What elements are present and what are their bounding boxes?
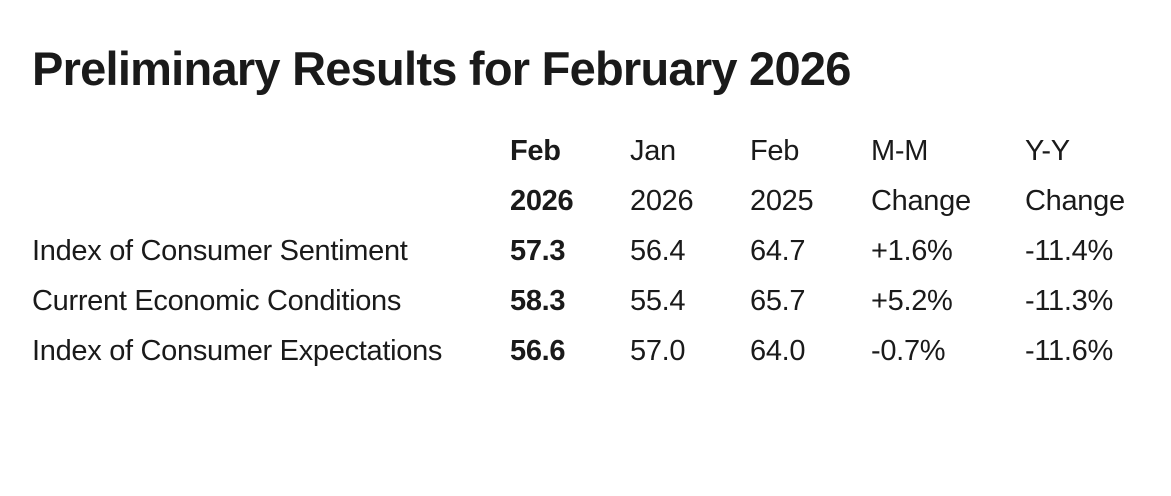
- table-row: Index of Consumer Sentiment 57.3 56.4 64…: [32, 226, 1162, 276]
- row-label-economic-conditions: Current Economic Conditions: [32, 285, 402, 317]
- cell-expectations-feb-2026: 56.6: [510, 335, 566, 367]
- header-col-mm-change-line1: M-M: [871, 135, 929, 167]
- cell-sentiment-mm-change: +1.6%: [871, 235, 953, 267]
- cell-expectations-mm-change: -0.7%: [871, 335, 946, 367]
- header-col-jan-2026-line2: 2026: [630, 185, 694, 217]
- cell-expectations-yy-change: -11.6%: [1025, 335, 1113, 367]
- table-row: Index of Consumer Expectations 56.6 57.0…: [32, 326, 1162, 376]
- cell-conditions-feb-2026: 58.3: [510, 285, 566, 317]
- page-title: Preliminary Results for February 2026: [32, 42, 851, 95]
- header-col-yy-change-line2: Change: [1025, 185, 1125, 217]
- row-label-consumer-sentiment: Index of Consumer Sentiment: [32, 235, 408, 267]
- header-col-mm-change-line2: Change: [871, 185, 971, 217]
- header-label-spacer: [32, 126, 510, 176]
- cell-expectations-feb-2025: 64.0: [750, 335, 806, 367]
- cell-conditions-jan-2026: 55.4: [630, 285, 686, 317]
- header-col-feb-2025-line1: Feb: [750, 135, 800, 167]
- header-label-spacer: [32, 176, 510, 226]
- cell-sentiment-feb-2025: 64.7: [750, 235, 806, 267]
- table-header-row-1: Feb Jan Feb M-M Y-Y: [32, 126, 1162, 176]
- header-col-feb-2026-line1: Feb: [510, 135, 561, 167]
- cell-expectations-jan-2026: 57.0: [630, 335, 686, 367]
- cell-conditions-yy-change: -11.3%: [1025, 285, 1113, 317]
- header-col-feb-2026-line2: 2026: [510, 185, 574, 217]
- cell-conditions-mm-change: +5.2%: [871, 285, 953, 317]
- cell-sentiment-feb-2026: 57.3: [510, 235, 566, 267]
- header-col-jan-2026-line1: Jan: [630, 135, 676, 167]
- cell-sentiment-jan-2026: 56.4: [630, 235, 686, 267]
- header-col-feb-2025-line2: 2025: [750, 185, 814, 217]
- table-header-row-2: 2026 2026 2025 Change Change: [32, 176, 1162, 226]
- header-col-yy-change-line1: Y-Y: [1025, 135, 1070, 167]
- cell-conditions-feb-2025: 65.7: [750, 285, 806, 317]
- results-table: Feb Jan Feb M-M Y-Y 2026 2026 2025 Chang…: [32, 126, 1162, 376]
- table-row: Current Economic Conditions 58.3 55.4 65…: [32, 276, 1162, 326]
- row-label-consumer-expectations: Index of Consumer Expectations: [32, 335, 443, 367]
- cell-sentiment-yy-change: -11.4%: [1025, 235, 1113, 267]
